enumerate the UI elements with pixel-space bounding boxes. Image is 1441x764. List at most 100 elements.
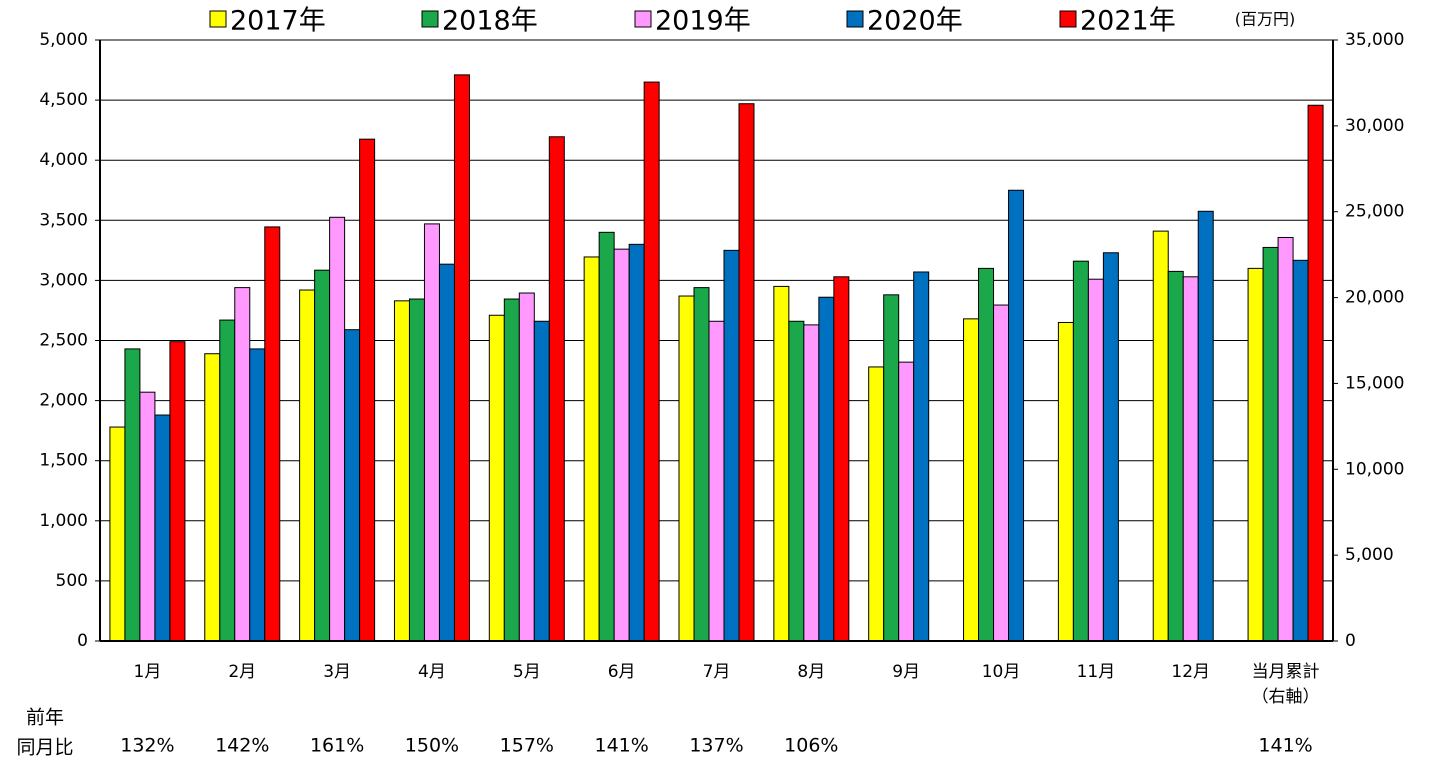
bar <box>154 414 171 642</box>
bar <box>299 289 316 642</box>
bar <box>708 320 725 642</box>
y2-tick-label: 25,000 <box>1345 202 1404 222</box>
bar <box>1277 236 1294 642</box>
legend-label: 2018年 <box>442 6 538 37</box>
bar <box>963 318 980 642</box>
bar <box>583 256 600 642</box>
y2-tick-label: 20,000 <box>1345 288 1404 308</box>
x-tick-label: 当月累計（右軸） <box>1251 662 1320 707</box>
bar <box>598 231 615 642</box>
legend-swatch <box>421 10 439 28</box>
x-tick-label: 4月 <box>418 662 446 682</box>
bar <box>833 276 850 642</box>
unit-label: (百万円) <box>1235 10 1296 29</box>
yoy-value: 141% <box>1258 735 1312 757</box>
legend-swatch <box>209 10 227 28</box>
bar <box>628 243 645 642</box>
bar <box>803 324 820 642</box>
y-tick-label: 2,000 <box>39 391 88 411</box>
bar <box>408 298 425 642</box>
x-tick-label: 6月 <box>608 662 636 682</box>
bar <box>503 298 520 642</box>
bar <box>1262 246 1279 642</box>
bar <box>109 426 126 642</box>
bar <box>993 304 1010 642</box>
x-tick-label: 3月 <box>323 662 351 682</box>
yoy-value: 161% <box>310 735 364 757</box>
y-tick-label: 4,500 <box>39 90 88 110</box>
legend-swatch <box>1059 10 1077 28</box>
bar <box>219 319 236 642</box>
bar <box>613 248 630 642</box>
bar <box>249 348 266 642</box>
bar <box>1152 230 1169 642</box>
yoy-value: 137% <box>689 735 743 757</box>
bar <box>1182 276 1199 642</box>
y-tick-label: 3,500 <box>39 210 88 230</box>
y-tick-label: 5,000 <box>39 30 88 50</box>
x-tick-label: 10月 <box>982 662 1021 682</box>
bar <box>234 287 251 642</box>
legend-label: 2021年 <box>1080 6 1176 37</box>
x-tick-label: 12月 <box>1171 662 1210 682</box>
legend-label: 2019年 <box>655 6 751 37</box>
bar <box>169 341 186 642</box>
bar <box>548 136 565 642</box>
bar <box>898 361 915 642</box>
bar <box>1057 321 1074 642</box>
bar <box>438 263 455 642</box>
yoy-value: 142% <box>215 735 269 757</box>
bar <box>883 294 900 642</box>
bar <box>359 138 376 642</box>
y-tick-label: 0 <box>77 631 88 651</box>
y-tick-label: 500 <box>56 571 88 591</box>
bar <box>1102 252 1119 642</box>
bar <box>533 320 550 642</box>
bar <box>344 329 361 642</box>
yoy-label: 前年 <box>26 707 64 729</box>
bar <box>978 267 995 642</box>
bar <box>1307 104 1324 642</box>
bar <box>678 295 695 642</box>
y2-tick-label: 5,000 <box>1345 545 1394 565</box>
x-tick-label: 8月 <box>797 662 825 682</box>
y-tick-label: 2,500 <box>39 331 88 351</box>
y-tick-label: 3,000 <box>39 270 88 290</box>
bar <box>264 226 281 642</box>
bar <box>773 285 790 642</box>
x-tick-label: 1月 <box>134 662 162 682</box>
yoy-value: 132% <box>120 735 174 757</box>
x-tick-label: 7月 <box>703 662 731 682</box>
bar <box>818 296 835 642</box>
y-tick-label: 1,000 <box>39 511 88 531</box>
x-tick-label: 2月 <box>228 662 256 682</box>
yoy-value: 157% <box>500 735 554 757</box>
bar <box>139 391 156 642</box>
legend-swatch <box>634 10 652 28</box>
legend-label: 2020年 <box>867 6 963 37</box>
x-tick-label: 5月 <box>513 662 541 682</box>
bar <box>1087 278 1104 642</box>
bar <box>518 292 535 642</box>
bar <box>488 314 505 642</box>
bar <box>643 81 660 642</box>
bar <box>314 269 331 642</box>
yoy-label: 同月比 <box>16 737 73 759</box>
bar <box>723 249 740 642</box>
bar <box>204 353 221 642</box>
bar <box>868 366 885 642</box>
y2-tick-label: 30,000 <box>1345 116 1404 136</box>
bar <box>1008 189 1025 642</box>
y2-tick-label: 10,000 <box>1345 459 1404 479</box>
y2-tick-label: 15,000 <box>1345 373 1404 393</box>
bar <box>329 216 346 642</box>
bar <box>1072 260 1089 642</box>
legend-label: 2017年 <box>230 6 326 37</box>
y-tick-label: 4,000 <box>39 150 88 170</box>
bar <box>788 320 805 642</box>
bar <box>1292 259 1309 642</box>
bar <box>1247 267 1264 642</box>
y2-tick-label: 0 <box>1345 631 1356 651</box>
